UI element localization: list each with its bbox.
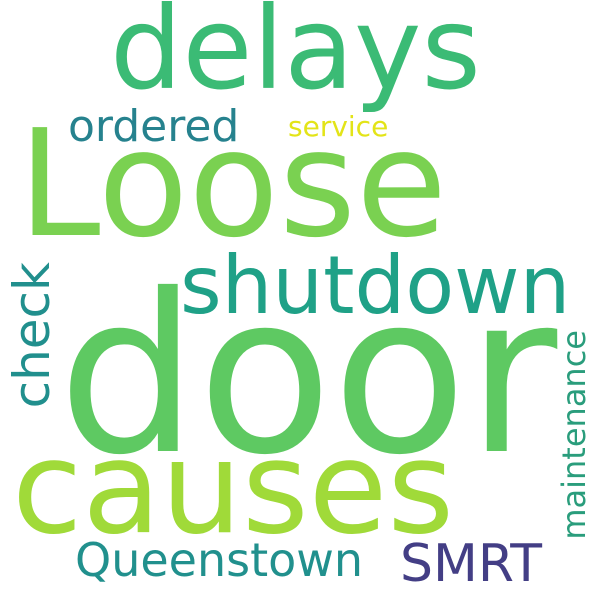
word-service: service	[288, 110, 389, 143]
word-door: door	[58, 247, 558, 503]
word-ordered: ordered	[68, 101, 240, 152]
word-delays: delays	[110, 0, 481, 115]
word-loose: Loose	[18, 98, 448, 270]
word-check: check	[3, 262, 61, 409]
word-shutdown: shutdown	[180, 239, 571, 332]
word-maintenance: maintenance	[555, 330, 593, 540]
word-causes: causes	[12, 414, 455, 563]
word-smrt: SMRT	[400, 534, 542, 594]
word-queenstown: Queenstown	[75, 533, 364, 587]
